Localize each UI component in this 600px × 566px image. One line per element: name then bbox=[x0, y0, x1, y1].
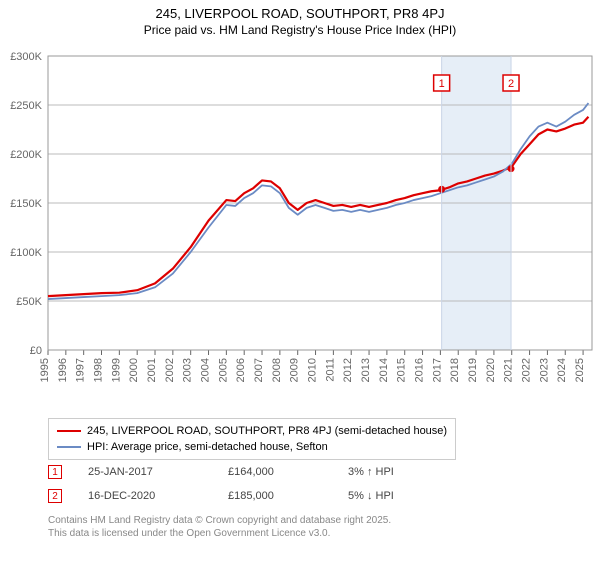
svg-text:2022: 2022 bbox=[521, 358, 533, 382]
svg-text:2000: 2000 bbox=[128, 358, 140, 382]
sale-row: 2 16-DEC-2020 £185,000 5% ↓ HPI bbox=[48, 486, 448, 506]
svg-text:1998: 1998 bbox=[93, 358, 105, 382]
svg-text:2008: 2008 bbox=[271, 358, 283, 382]
chart-area: £0 £50K £100K £150K £200K £250K £300K 1995 1996 1… bbox=[0, 50, 600, 410]
svg-text:2006: 2006 bbox=[235, 358, 247, 382]
attribution-line: This data is licensed under the Open Gov… bbox=[48, 527, 391, 540]
svg-text:2016: 2016 bbox=[414, 358, 426, 382]
svg-text:2003: 2003 bbox=[182, 358, 194, 382]
svg-text:£300K: £300K bbox=[10, 51, 42, 63]
svg-text:£0: £0 bbox=[30, 345, 42, 357]
svg-text:£50K: £50K bbox=[16, 296, 42, 308]
svg-text:1996: 1996 bbox=[57, 358, 69, 382]
svg-text:2025: 2025 bbox=[574, 358, 586, 382]
svg-text:£250K: £250K bbox=[10, 100, 42, 112]
legend-label: HPI: Average price, semi-detached house,… bbox=[87, 441, 328, 453]
svg-text:2017: 2017 bbox=[431, 358, 443, 382]
legend-item-price-paid: 245, LIVERPOOL ROAD, SOUTHPORT, PR8 4PJ … bbox=[57, 423, 447, 439]
sale-price: £185,000 bbox=[228, 490, 348, 502]
svg-text:2018: 2018 bbox=[449, 358, 461, 382]
svg-text:2015: 2015 bbox=[396, 358, 408, 382]
sale-marker-icon: 1 bbox=[48, 465, 62, 479]
legend-swatch-icon bbox=[57, 430, 81, 432]
chart-subtitle: Price paid vs. HM Land Registry's House … bbox=[0, 23, 600, 37]
sale-price: £164,000 bbox=[228, 466, 348, 478]
svg-text:2001: 2001 bbox=[146, 358, 158, 382]
sales-table: 1 25-JAN-2017 £164,000 3% ↑ HPI 2 16-DEC… bbox=[48, 462, 448, 510]
svg-text:£150K: £150K bbox=[10, 198, 42, 210]
svg-text:2020: 2020 bbox=[485, 358, 497, 382]
svg-text:2010: 2010 bbox=[307, 358, 319, 382]
svg-text:2013: 2013 bbox=[360, 358, 372, 382]
svg-text:2009: 2009 bbox=[289, 358, 301, 382]
svg-text:2019: 2019 bbox=[467, 358, 479, 382]
sale-delta: 3% ↑ HPI bbox=[348, 466, 448, 478]
svg-text:2007: 2007 bbox=[253, 358, 265, 382]
sale-row: 1 25-JAN-2017 £164,000 3% ↑ HPI bbox=[48, 462, 448, 482]
attribution: Contains HM Land Registry data © Crown c… bbox=[48, 514, 391, 540]
attribution-line: Contains HM Land Registry data © Crown c… bbox=[48, 514, 391, 527]
svg-text:2023: 2023 bbox=[538, 358, 550, 382]
chart-title: 245, LIVERPOOL ROAD, SOUTHPORT, PR8 4PJ bbox=[0, 6, 600, 21]
svg-text:2021: 2021 bbox=[503, 358, 515, 382]
chart-svg: £0 £50K £100K £150K £200K £250K £300K 1995 1996 1… bbox=[0, 50, 600, 410]
legend-item-hpi: HPI: Average price, semi-detached house,… bbox=[57, 439, 447, 455]
svg-text:2005: 2005 bbox=[217, 358, 229, 382]
svg-text:2014: 2014 bbox=[378, 358, 390, 382]
sale-date: 16-DEC-2020 bbox=[88, 490, 228, 502]
svg-text:2: 2 bbox=[508, 78, 514, 90]
svg-text:1999: 1999 bbox=[110, 358, 122, 382]
legend-swatch-icon bbox=[57, 446, 81, 448]
svg-text:1995: 1995 bbox=[39, 358, 51, 382]
svg-text:2002: 2002 bbox=[164, 358, 176, 382]
legend-label: 245, LIVERPOOL ROAD, SOUTHPORT, PR8 4PJ … bbox=[87, 425, 447, 437]
legend: 245, LIVERPOOL ROAD, SOUTHPORT, PR8 4PJ … bbox=[48, 418, 456, 460]
svg-text:2024: 2024 bbox=[556, 358, 568, 382]
svg-text:1997: 1997 bbox=[75, 358, 87, 382]
sale-delta: 5% ↓ HPI bbox=[348, 490, 448, 502]
sale-marker-icon: 2 bbox=[48, 489, 62, 503]
svg-text:2012: 2012 bbox=[342, 358, 354, 382]
svg-text:1: 1 bbox=[439, 78, 445, 90]
svg-text:£200K: £200K bbox=[10, 149, 42, 161]
svg-text:£100K: £100K bbox=[10, 247, 42, 259]
sale-date: 25-JAN-2017 bbox=[88, 466, 228, 478]
svg-text:2011: 2011 bbox=[324, 358, 336, 382]
svg-text:2004: 2004 bbox=[200, 358, 212, 382]
